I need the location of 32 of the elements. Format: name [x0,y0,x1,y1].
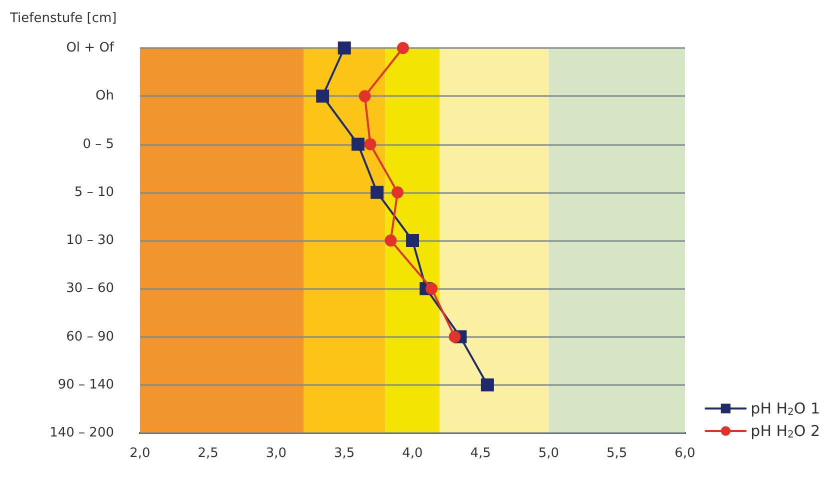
point [384,234,397,246]
point [338,42,351,54]
x-tick-label: 2,5 [198,446,218,461]
y-tick-label: 90 – 140 [58,377,114,392]
x-tick-label: 6,0 [674,446,696,461]
point [364,138,376,150]
point [352,138,364,151]
x-tick-label: 2,0 [130,446,150,461]
y-tick-label: 30 – 60 [66,281,114,296]
point [392,186,404,198]
x-tick-label: 3,5 [334,446,355,461]
x-tick-label: 5,5 [606,446,628,461]
x-tick-label: 4,5 [470,446,491,461]
point [396,42,409,54]
point [370,186,384,199]
x-tick-label: 4,0 [402,446,423,461]
point [406,234,419,247]
x-tick-label: 5,0 [538,446,560,461]
point [358,90,371,102]
point [316,90,330,103]
y-axis-title: Tiefenstufe [cm] [9,11,117,26]
y-tick-label: 5 – 10 [74,184,114,200]
point [426,282,438,295]
y-tick-label: Ol + Of [66,40,114,56]
y-tick-label: 60 – 90 [66,329,114,344]
y-tick-label: 0 – 5 [82,136,114,152]
y-tick-label: 140 – 200 [50,426,114,440]
point [480,378,494,392]
x-tick-label: 3,0 [266,446,287,461]
y-tick-label: Oh [96,88,114,104]
y-tick-label: 10 – 30 [66,233,114,248]
point [448,330,461,343]
